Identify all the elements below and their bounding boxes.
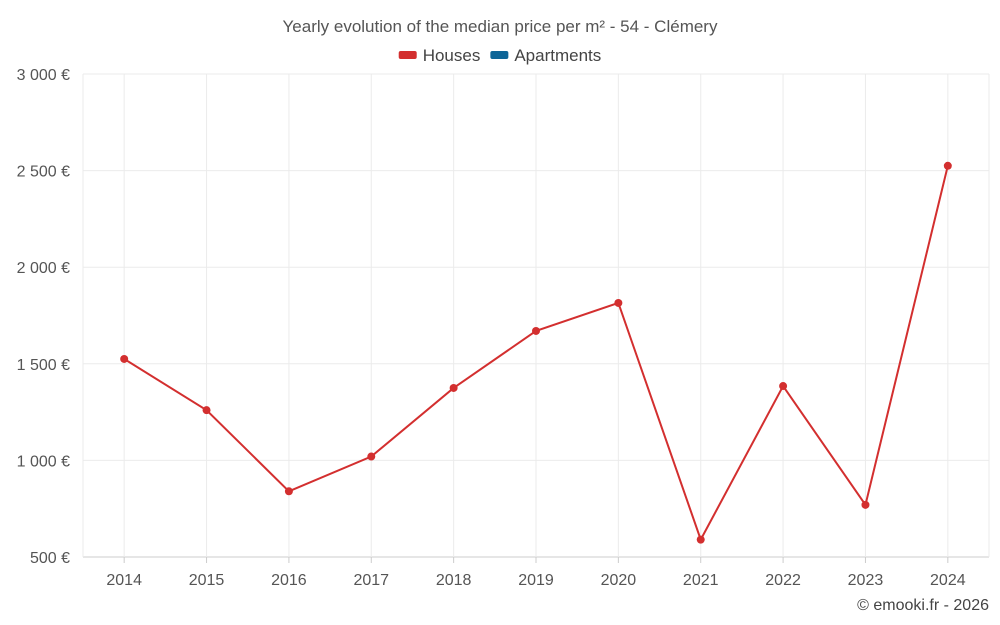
x-axis-ticks: 2014 2015 2016 2017 2018 2019 2020 2021 2022 2023… [106,557,966,589]
y-tick-label: 2 000 € [17,260,70,277]
data-point[interactable] [367,452,376,461]
x-tick-label: 2022 [765,572,801,589]
data-point[interactable] [120,354,129,363]
x-tick-label: 2019 [518,572,554,589]
legend-swatch[interactable] [490,51,509,59]
data-point[interactable] [449,383,458,392]
credit-text: © emooki.fr - 2026 [857,597,989,614]
y-tick-label: 2 500 € [17,164,70,181]
y-tick-label: 1 000 € [17,453,70,470]
data-point[interactable] [943,161,952,170]
legend-swatch[interactable] [398,51,417,59]
x-tick-label: 2018 [436,572,472,589]
data-point[interactable] [861,500,870,509]
x-tick-label: 2023 [848,572,884,589]
y-axis-ticks: 500 € 1 000 € 1 500 € 2 000 € 2 500 € 3 000 € [17,67,70,567]
x-tick-label: 2021 [683,572,719,589]
data-point[interactable] [614,298,623,307]
y-tick-label: 3 000 € [17,67,70,84]
data-point[interactable] [696,535,705,544]
x-tick-label: 2015 [189,572,225,589]
legend-label: Apartments [514,46,601,65]
chart-title: Yearly evolution of the median price per… [283,17,718,36]
data-point[interactable] [202,406,211,415]
x-tick-label: 2024 [930,572,966,589]
data-point[interactable] [779,382,788,391]
data-point[interactable] [284,487,293,496]
y-tick-label: 1 500 € [17,357,70,374]
y-tick-label: 500 € [30,550,70,567]
x-tick-label: 2014 [106,572,142,589]
data-point[interactable] [532,326,540,335]
grid-lines [82,73,990,558]
legend: Houses Apartments [398,46,601,65]
series-layer [120,161,952,544]
x-tick-label: 2017 [353,572,389,589]
legend-label: Houses [423,46,481,65]
x-tick-label: 2020 [601,572,637,589]
x-tick-label: 2016 [271,572,307,589]
